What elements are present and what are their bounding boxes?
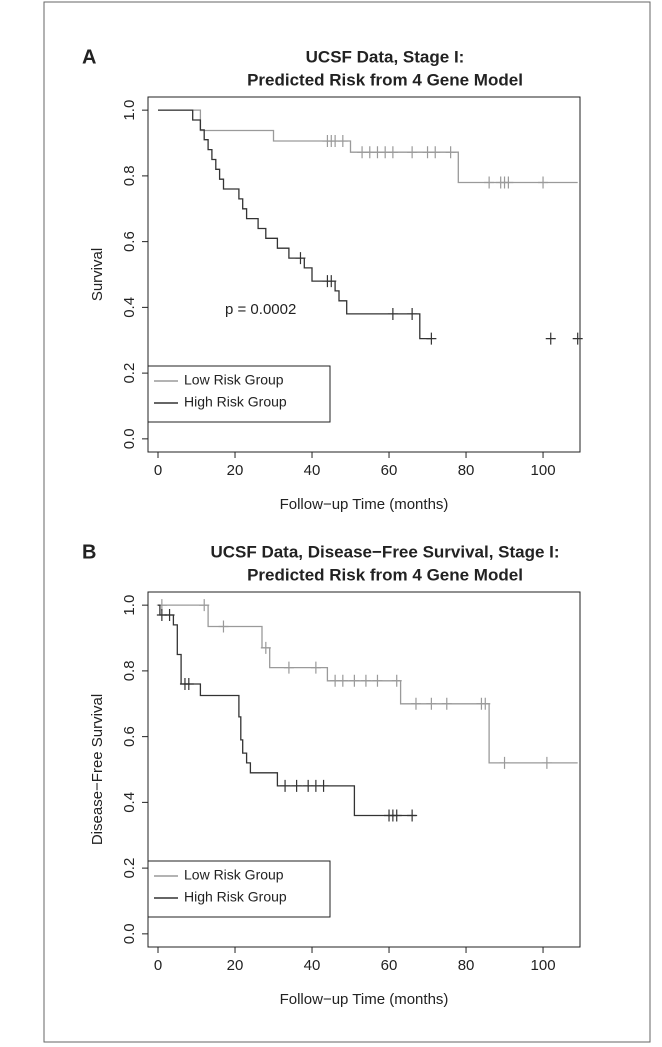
censor-mark	[480, 697, 491, 710]
x-tick-label: 20	[227, 462, 244, 479]
censor-mark	[407, 307, 418, 320]
chart-title: UCSF Data, Stage I:	[306, 47, 465, 66]
legend-box	[147, 365, 331, 423]
censor-mark	[218, 620, 229, 633]
censor-mark	[391, 809, 402, 822]
x-tick-label: 60	[381, 957, 398, 974]
x-tick-label: 0	[154, 957, 162, 974]
censor-mark	[430, 146, 441, 159]
x-tick-label: 100	[531, 957, 556, 974]
y-tick-label: 0.0	[121, 428, 138, 449]
y-tick-label: 0.8	[121, 660, 138, 681]
y-tick-label: 0.6	[121, 231, 138, 252]
censor-mark	[387, 307, 398, 320]
y-tick-label: 0.2	[121, 858, 138, 879]
chart-title: Predicted Risk from 4 Gene Model	[247, 70, 523, 89]
censor-mark	[410, 697, 421, 710]
figure-border	[43, 1, 651, 1043]
censor-mark	[295, 252, 306, 265]
y-tick-label: 0.2	[121, 363, 138, 384]
censor-mark	[283, 661, 294, 674]
chart-title: Predicted Risk from 4 Gene Model	[247, 565, 523, 584]
censor-mark	[538, 176, 549, 189]
censor-mark	[183, 678, 194, 691]
legend-label: Low Risk Group	[184, 372, 284, 388]
x-axis-label: Follow−up Time (months)	[280, 991, 449, 1008]
censor-mark	[372, 674, 383, 687]
y-tick-label: 1.0	[121, 100, 138, 121]
y-axis-label: Disease−Free Survival	[89, 694, 106, 845]
censor-mark	[337, 135, 348, 148]
y-tick-label: 0.6	[121, 726, 138, 747]
y-tick-label: 0.8	[121, 165, 138, 186]
censor-mark	[318, 779, 329, 792]
panel-label: A	[82, 46, 96, 68]
censor-mark	[310, 661, 321, 674]
legend-label: High Risk Group	[184, 394, 287, 410]
censor-mark	[360, 674, 371, 687]
censor-mark	[407, 146, 418, 159]
censor-mark	[503, 176, 514, 189]
censor-mark	[199, 599, 210, 612]
legend-label: Low Risk Group	[184, 867, 284, 883]
plot-frame	[147, 96, 581, 453]
panel-label: B	[82, 541, 96, 563]
censor-mark	[426, 332, 437, 345]
y-tick-label: 1.0	[121, 595, 138, 616]
censor-mark	[391, 674, 402, 687]
censor-mark	[387, 146, 398, 159]
y-tick-label: 0.4	[121, 792, 138, 813]
censor-mark	[499, 756, 510, 769]
x-axis-label: Follow−up Time (months)	[280, 496, 449, 513]
censor-mark	[441, 697, 452, 710]
x-tick-label: 60	[381, 462, 398, 479]
censor-mark	[164, 609, 175, 622]
legend-label: High Risk Group	[184, 889, 287, 905]
censor-mark	[260, 641, 271, 654]
censor-mark	[291, 779, 302, 792]
censor-mark	[426, 697, 437, 710]
x-tick-label: 0	[154, 462, 162, 479]
censor-mark	[484, 176, 495, 189]
y-tick-label: 0.4	[121, 297, 138, 318]
x-tick-label: 40	[304, 957, 321, 974]
censor-mark	[407, 809, 418, 822]
survival-curve	[158, 109, 578, 184]
survival-curve	[158, 604, 578, 764]
x-tick-label: 100	[531, 462, 556, 479]
censor-mark	[541, 756, 552, 769]
censor-mark	[545, 332, 556, 345]
x-tick-label: 80	[458, 462, 475, 479]
survival-curve	[158, 604, 416, 817]
censor-mark	[326, 275, 337, 288]
x-tick-label: 80	[458, 957, 475, 974]
censor-mark	[445, 146, 456, 159]
annotation: p = 0.0002	[225, 301, 296, 318]
x-tick-label: 40	[304, 462, 321, 479]
censor-mark	[280, 779, 291, 792]
chart-title: UCSF Data, Disease−Free Survival, Stage …	[210, 542, 559, 561]
y-tick-label: 0.0	[121, 923, 138, 944]
legend-box	[147, 860, 331, 918]
x-tick-label: 20	[227, 957, 244, 974]
censor-mark	[349, 674, 360, 687]
censor-mark	[337, 674, 348, 687]
y-axis-label: Survival	[89, 248, 106, 301]
censor-mark	[572, 332, 583, 345]
plot-frame	[147, 591, 581, 948]
survival-curve	[158, 109, 432, 340]
